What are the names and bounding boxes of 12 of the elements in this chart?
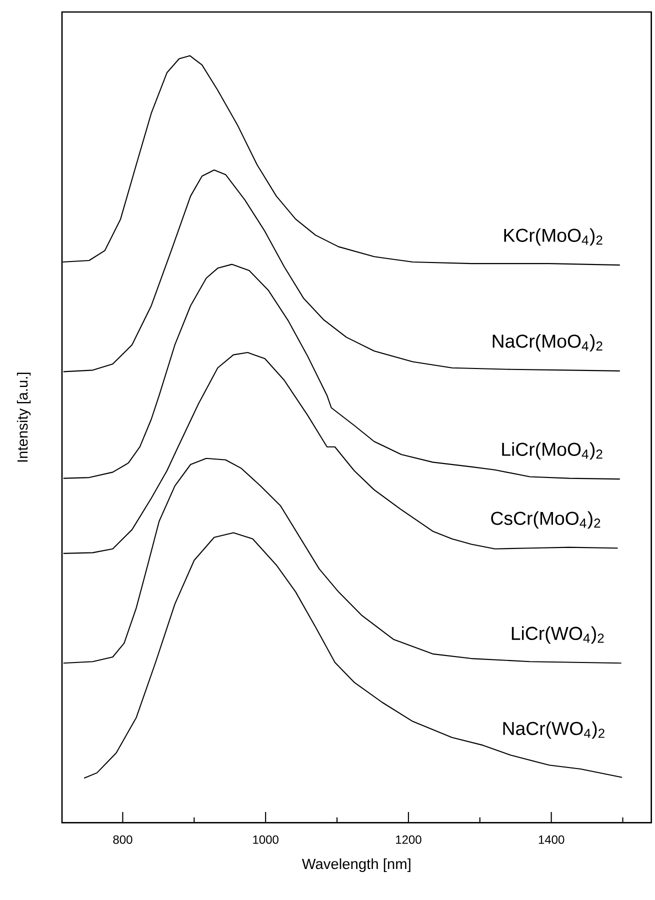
x-tick-label: 800 [113, 835, 132, 844]
y-axis-title: Intensity [a.u.] [16, 372, 30, 462]
series-label: LiCr(MoO$_{4}$)$_{2}$ [502, 442, 602, 460]
x-axis-title: Wavelength [nm] [302, 858, 410, 872]
series-label: NaCr(WO$_{4}$)$_{2}$ [503, 721, 604, 739]
x-tick-label: 1200 [396, 835, 422, 844]
x-tick-label: 1400 [538, 835, 564, 844]
x-tick-label: 1000 [252, 835, 278, 844]
series-label: KCr(MoO$_{4}$)$_{2}$ [504, 228, 602, 246]
series-label: LiCr(WO$_{4}$)$_{2}$ [512, 626, 604, 644]
series-label: NaCr(MoO$_{4}$)$_{2}$ [492, 334, 602, 352]
series-label: CsCr(MoO$_{4}$)$_{2}$ [491, 511, 600, 529]
